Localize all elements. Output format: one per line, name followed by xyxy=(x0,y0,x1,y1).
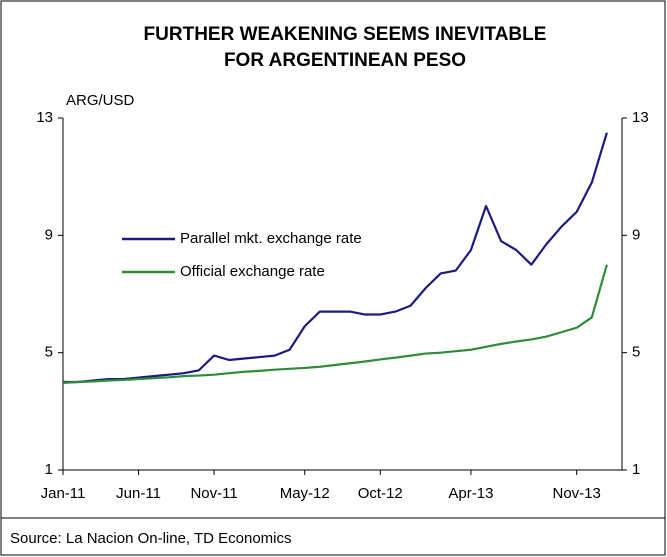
y2-tick-label: 1 xyxy=(632,461,640,478)
chart-title: FURTHER WEAKENING SEEMS INEVITABLE xyxy=(144,24,547,45)
y2-tick-label: 13 xyxy=(632,109,649,126)
y-tick-label: 5 xyxy=(45,344,53,361)
y2-tick-label: 9 xyxy=(632,226,640,243)
x-tick-label: Oct-12 xyxy=(358,485,403,502)
y-tick-label: 13 xyxy=(36,109,53,126)
x-tick-label: Jun-11 xyxy=(116,485,161,502)
chart-title: FOR ARGENTINEAN PESO xyxy=(224,50,466,71)
legend-label: Parallel mkt. exchange rate xyxy=(180,230,362,247)
x-tick-label: Apr-13 xyxy=(448,485,493,502)
y-tick-label: 1 xyxy=(45,461,53,478)
series-line xyxy=(63,132,608,384)
series-line xyxy=(62,264,608,384)
y-axis-label: ARG/USD xyxy=(66,92,135,109)
x-tick-label: Jan-11 xyxy=(41,485,86,502)
x-tick-label: May-12 xyxy=(280,485,330,502)
y-tick-label: 9 xyxy=(45,226,53,243)
x-tick-label: Nov-11 xyxy=(190,485,237,502)
x-tick-label: Nov-13 xyxy=(552,485,600,502)
legend-label: Official exchange rate xyxy=(180,263,325,280)
source-note: Source: La Nacion On-line, TD Economics xyxy=(10,530,292,547)
y2-tick-label: 5 xyxy=(632,344,640,361)
